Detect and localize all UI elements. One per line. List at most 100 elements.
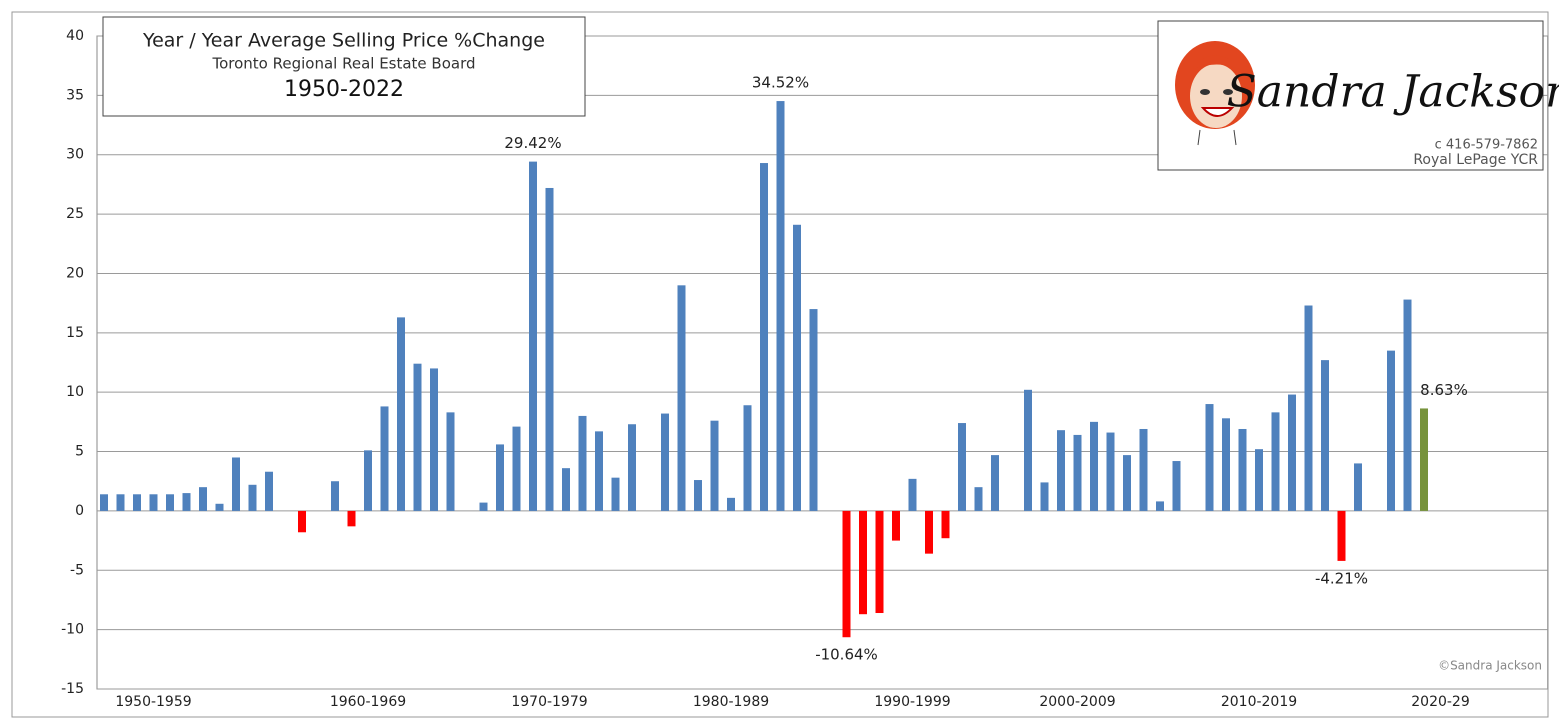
bar bbox=[364, 450, 372, 511]
bar bbox=[611, 477, 620, 511]
bar bbox=[958, 423, 966, 511]
y-tick-label: 35 bbox=[66, 87, 84, 103]
x-tick-label: 1990-1999 bbox=[874, 694, 950, 710]
bar bbox=[479, 502, 488, 511]
bar bbox=[166, 494, 174, 511]
bar bbox=[430, 368, 438, 511]
bar bbox=[1354, 463, 1362, 511]
bar bbox=[892, 510, 900, 541]
bar bbox=[1205, 404, 1214, 511]
bar bbox=[776, 101, 785, 511]
bar bbox=[562, 468, 570, 511]
bar bbox=[859, 510, 867, 615]
bar bbox=[182, 493, 191, 511]
bar bbox=[298, 510, 306, 533]
bar bbox=[1403, 299, 1412, 511]
title-box bbox=[102, 16, 586, 117]
bar bbox=[496, 444, 504, 511]
bar bbox=[116, 494, 125, 511]
y-tick-label: 0 bbox=[75, 503, 84, 519]
bar bbox=[1024, 389, 1032, 511]
y-tick-label: 25 bbox=[66, 206, 84, 222]
bar bbox=[1156, 501, 1164, 511]
bar bbox=[199, 487, 207, 511]
bar bbox=[1387, 350, 1395, 511]
bar bbox=[1090, 421, 1098, 511]
value-label: 29.42% bbox=[504, 134, 561, 152]
chart-title: Year / Year Average Selling Price %Chang… bbox=[142, 30, 545, 52]
bar bbox=[941, 510, 950, 539]
bar bbox=[595, 431, 603, 511]
x-tick-label: 2000-2009 bbox=[1039, 694, 1115, 710]
bar bbox=[1222, 418, 1230, 511]
chart-period: 1950-2022 bbox=[284, 77, 404, 102]
bar bbox=[661, 413, 669, 511]
bar bbox=[1238, 428, 1247, 511]
bar bbox=[908, 478, 917, 511]
bar bbox=[529, 161, 537, 511]
bar bbox=[215, 503, 224, 511]
bar bbox=[512, 426, 521, 511]
y-tick-label: 5 bbox=[75, 444, 84, 460]
y-tick-label: 40 bbox=[66, 28, 84, 44]
bar bbox=[347, 510, 356, 527]
y-tick-label: -15 bbox=[61, 681, 84, 697]
bar bbox=[248, 484, 257, 511]
value-label: -10.64% bbox=[815, 646, 878, 664]
bar bbox=[578, 415, 587, 511]
bar bbox=[628, 424, 636, 511]
value-label: 8.63% bbox=[1420, 381, 1468, 399]
bar bbox=[974, 487, 983, 511]
bar bbox=[760, 163, 768, 511]
x-tick-label: 1980-1989 bbox=[693, 694, 769, 710]
bar bbox=[727, 497, 735, 511]
x-tick-label: 1970-1979 bbox=[511, 694, 587, 710]
bar bbox=[1255, 449, 1263, 511]
logo-name: Sandra Jackson bbox=[1227, 67, 1559, 118]
x-tick-label: 1960-1969 bbox=[330, 694, 406, 710]
bar bbox=[1288, 394, 1296, 511]
copyright: ©Sandra Jackson bbox=[1438, 659, 1542, 673]
bar bbox=[1337, 510, 1346, 561]
y-tick-label: 30 bbox=[66, 147, 84, 163]
bar bbox=[380, 406, 389, 511]
y-tick-label: 15 bbox=[66, 325, 84, 341]
bar bbox=[446, 412, 455, 511]
bar bbox=[1123, 455, 1131, 511]
logo-phone: c 416-579-7862 bbox=[1435, 138, 1538, 153]
bar bbox=[1139, 428, 1148, 511]
bar bbox=[875, 510, 884, 614]
y-tick-label: 10 bbox=[66, 384, 84, 400]
bar bbox=[133, 494, 141, 511]
bar bbox=[331, 481, 339, 511]
bar bbox=[1040, 482, 1049, 511]
bar bbox=[677, 285, 686, 511]
x-tick-label: 1950-1959 bbox=[115, 694, 191, 710]
bar bbox=[1073, 434, 1082, 511]
value-label: -4.21% bbox=[1315, 569, 1368, 587]
bar bbox=[413, 363, 422, 511]
bar bbox=[842, 510, 851, 638]
y-tick-label: -10 bbox=[61, 622, 84, 638]
bar bbox=[1271, 412, 1280, 511]
bar bbox=[232, 457, 240, 511]
value-label: 34.52% bbox=[752, 74, 809, 92]
bar bbox=[265, 471, 273, 511]
bar bbox=[1420, 408, 1428, 511]
bar bbox=[149, 494, 158, 511]
caricature bbox=[1175, 41, 1255, 146]
bar bbox=[793, 224, 801, 511]
chart-subtitle: Toronto Regional Real Estate Board bbox=[211, 55, 475, 73]
bar bbox=[991, 455, 999, 511]
bar bbox=[694, 480, 702, 511]
bar bbox=[1321, 360, 1329, 511]
y-tick-label: 20 bbox=[66, 265, 84, 281]
x-tick-label: 2010-2019 bbox=[1221, 694, 1297, 710]
bar bbox=[1172, 461, 1181, 511]
bar bbox=[397, 317, 405, 511]
bar bbox=[545, 187, 554, 511]
bar bbox=[743, 405, 752, 511]
bar bbox=[1304, 305, 1313, 511]
bar bbox=[925, 510, 933, 554]
